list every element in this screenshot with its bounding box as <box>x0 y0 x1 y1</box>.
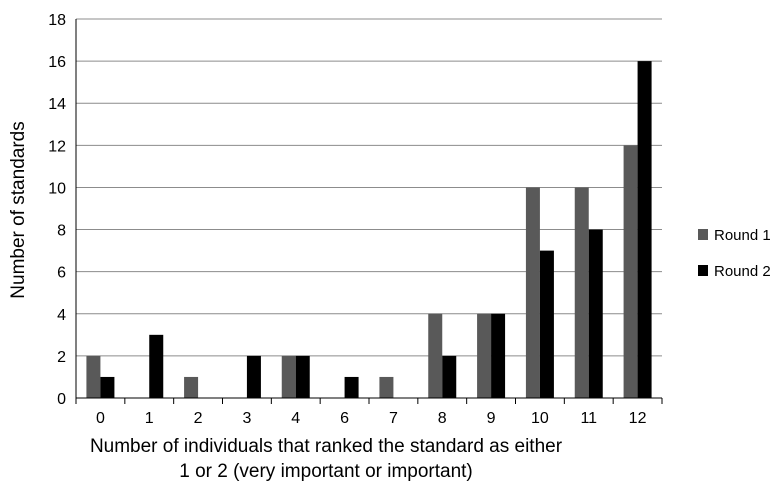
x-tick-label: 4 <box>291 410 300 427</box>
y-tick-label: 12 <box>48 138 66 155</box>
x-tick-label: 11 <box>580 410 597 427</box>
legend-swatch-round-1 <box>698 229 708 240</box>
y-axis-title: Number of standards <box>8 121 29 298</box>
x-tick-label: 1 <box>145 410 154 427</box>
x-tick-label: 9 <box>487 410 496 427</box>
bar-round-1 <box>379 376 394 398</box>
bar-round-2 <box>246 355 261 398</box>
x-tick-label: 0 <box>96 410 105 427</box>
x-tick-label: 10 <box>531 410 549 427</box>
gridlines <box>76 18 662 357</box>
x-tick-label: 8 <box>438 410 447 427</box>
bar-round-2 <box>588 229 603 398</box>
bar-round-2 <box>149 334 164 398</box>
bar-round-1 <box>525 187 540 398</box>
bar-round-1 <box>428 313 443 398</box>
legend-swatch-round-2 <box>698 265 708 276</box>
y-tick-label: 18 <box>48 12 66 29</box>
bar-round-2 <box>295 355 310 398</box>
y-tick-label: 10 <box>48 180 66 197</box>
y-tick-label: 14 <box>48 96 66 113</box>
x-tick-label: 3 <box>242 410 251 427</box>
bar-round-1 <box>574 187 589 398</box>
x-tick-label: 12 <box>629 410 647 427</box>
bar-round-1 <box>281 355 296 398</box>
bar-round-2 <box>344 376 359 398</box>
bar-round-2 <box>100 376 115 398</box>
bar-round-1 <box>184 376 199 398</box>
bar-round-1 <box>623 145 638 398</box>
legend: Round 1 Round 2 <box>698 227 771 280</box>
x-axis-title-line-1: Number of individuals that ranked the st… <box>90 436 563 457</box>
y-tick-label: 4 <box>57 307 66 324</box>
x-axis-title-line-2: 1 or 2 (very important or important) <box>179 461 473 482</box>
x-tick-label: 2 <box>194 410 203 427</box>
legend-label-round-2: Round 2 <box>714 263 771 280</box>
bar-round-2 <box>539 250 554 398</box>
x-tick-marks <box>75 398 663 404</box>
y-tick-label: 2 <box>57 349 66 366</box>
bar-round-1 <box>86 355 101 398</box>
bars <box>86 61 652 398</box>
x-tick-labels: 0 1 2 3 4 6 7 8 9 10 11 12 <box>96 410 647 427</box>
x-tick-label: 7 <box>389 410 398 427</box>
y-tick-label: 0 <box>57 391 66 408</box>
legend-label-round-1: Round 1 <box>714 227 771 244</box>
y-tick-label: 16 <box>48 54 66 71</box>
x-tick-label: 6 <box>340 410 349 427</box>
bar-round-2 <box>491 313 506 398</box>
y-tick-label: 8 <box>57 223 66 240</box>
bar-round-2 <box>442 355 457 398</box>
y-tick-labels: 0 2 4 6 8 10 12 14 16 18 <box>48 12 66 408</box>
y-tick-label: 6 <box>57 265 66 282</box>
bar-round-2 <box>637 61 652 398</box>
bar-round-1 <box>477 313 492 398</box>
